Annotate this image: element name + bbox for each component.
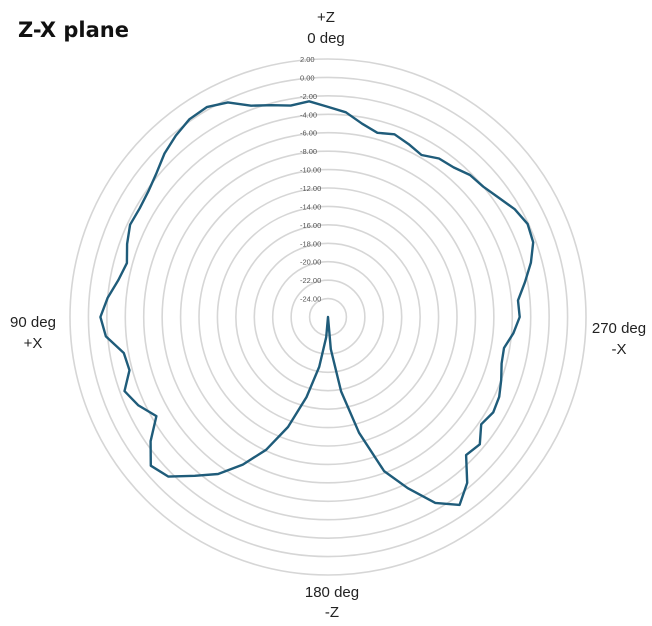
radial-tick-label: 0.00 bbox=[300, 73, 315, 82]
direction-label-right-line1: 270 deg bbox=[592, 320, 646, 337]
radial-tick-label: -4.00 bbox=[300, 110, 317, 119]
grid-ring bbox=[124, 113, 532, 521]
grid-ring bbox=[308, 297, 348, 337]
radial-tick-label: -12.00 bbox=[300, 184, 321, 193]
radial-tick-label: -6.00 bbox=[300, 129, 317, 138]
direction-label-right-line2: -X bbox=[612, 341, 627, 358]
radial-tick-label: -22.00 bbox=[300, 276, 321, 285]
radial-tick-label: -14.00 bbox=[300, 202, 321, 211]
grid-ring bbox=[87, 76, 569, 558]
grid-ring bbox=[198, 187, 458, 447]
radial-tick-label: -24.00 bbox=[300, 295, 321, 304]
grid-ring bbox=[106, 95, 550, 539]
direction-label-left-line1: 90 deg bbox=[10, 314, 56, 331]
grid-ring bbox=[290, 279, 366, 355]
polar-grid bbox=[69, 58, 587, 576]
radial-tick-label: -8.00 bbox=[300, 147, 317, 156]
grid-ring bbox=[271, 260, 385, 374]
radial-tick-label: -18.00 bbox=[300, 239, 321, 248]
grid-ring bbox=[69, 58, 587, 576]
radial-tick-labels: 2.00 0.00 -2.00 -4.00 -6.00 -8.00 -10.00 -12.00… bbox=[300, 55, 321, 304]
radial-tick-label: -2.00 bbox=[300, 92, 317, 101]
radial-tick-label: -16.00 bbox=[300, 221, 321, 230]
grid-ring bbox=[253, 242, 403, 392]
radial-tick-label: -10.00 bbox=[300, 166, 321, 175]
grid-ring bbox=[216, 205, 440, 429]
grid-ring bbox=[161, 150, 495, 484]
radial-tick-label: 2.00 bbox=[300, 55, 315, 64]
radial-tick-label: -20.00 bbox=[300, 258, 321, 267]
series-trace bbox=[99, 100, 535, 507]
direction-label-top-line2: 0 deg bbox=[307, 30, 345, 47]
grid-ring bbox=[142, 131, 514, 503]
grid-ring bbox=[179, 168, 477, 466]
direction-label-left-line2: +X bbox=[24, 335, 43, 352]
direction-label-bottom-line1: 180 deg bbox=[305, 584, 359, 601]
chart-title: Z-X plane bbox=[18, 18, 129, 42]
direction-label-top-line1: +Z bbox=[317, 9, 335, 26]
direction-label-bottom-line2: -Z bbox=[325, 604, 339, 621]
grid-ring bbox=[235, 224, 421, 410]
